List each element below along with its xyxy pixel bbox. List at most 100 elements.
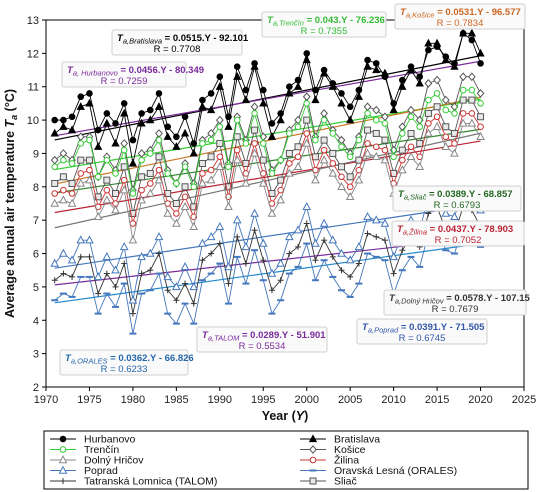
point-hurbanovo-1986 — [181, 113, 189, 121]
y-axis-title: Average annual air temperature Ta (°C) — [3, 89, 19, 318]
legend: Hurbanovo Bratislava Trenčín Košice Dolný Hr… — [43, 430, 529, 490]
point-bratislava-2008 — [372, 65, 381, 74]
point-trencin-1975 — [86, 136, 93, 144]
point-zilina-1992 — [233, 146, 241, 154]
point-poprad-2008 — [371, 215, 381, 224]
legend-item-tatranska-lomnica-talom: Tatranská Lomnica (TALOM) — [50, 476, 217, 488]
point-poprad-2009 — [380, 218, 390, 227]
point-zilina-2007 — [364, 140, 371, 147]
point-hurbanovo-2011 — [399, 76, 406, 84]
point-sliac-2013 — [416, 139, 424, 147]
point-zilina-1981 — [138, 186, 145, 194]
point-hurbanovo-2008 — [372, 60, 380, 67]
point-hurbanovo-1981 — [138, 110, 145, 117]
point-dolny-hricov-1979 — [119, 185, 129, 194]
point-tatranska-lomnica-talom-1983 — [155, 250, 162, 257]
point-tatranska-lomnica-talom-1974 — [77, 253, 84, 260]
point-tatranska-lomnica-talom-1978 — [112, 283, 119, 290]
point-zilina-1990 — [216, 153, 224, 161]
point-kosice-2014 — [424, 79, 433, 88]
point-hurbanovo-2010 — [390, 100, 397, 107]
y-tick-label: 6 — [33, 249, 39, 261]
point-sliac-1971 — [51, 179, 59, 187]
y-tick-label: 11 — [28, 82, 39, 94]
point-trencin-1999 — [294, 123, 302, 131]
point-tatranska-lomnica-talom-1988 — [199, 257, 206, 264]
r-value-text: R = 0.7259 — [101, 76, 148, 87]
point-bratislava-1975 — [85, 98, 94, 107]
point-bratislava-1983 — [154, 102, 164, 110]
point-sliac-1976 — [94, 193, 102, 201]
point-poprad-2017 — [450, 211, 459, 221]
point-dolny-hricov-2016 — [441, 141, 451, 150]
legend-label: Sliač — [334, 476, 357, 488]
point-zilina-1983 — [155, 166, 163, 174]
point-trencin-1980 — [129, 190, 137, 197]
point-hurbanovo-1988 — [199, 96, 206, 104]
x-tick-label: 2020 — [468, 394, 492, 406]
point-dolny-hricov-1984 — [163, 208, 173, 217]
point-sliac-1973 — [68, 179, 76, 187]
point-trencin-2007 — [364, 110, 371, 117]
x-tick-label: 2015 — [425, 394, 449, 406]
point-dolny-hricov-1995 — [258, 178, 268, 187]
point-hurbanovo-2002 — [320, 66, 328, 74]
point-dolny-hricov-2009 — [380, 155, 390, 164]
point-bratislava-1977 — [102, 118, 111, 127]
point-trencin-1981 — [138, 156, 145, 164]
point-bratislava-1982 — [146, 115, 155, 124]
x-tick-label: 1980 — [121, 394, 145, 406]
point-trencin-2019 — [468, 86, 476, 94]
point-dolny-hricov-2005 — [345, 191, 355, 201]
legend-item-oravska-lesna-orales: Oravská Lesná (ORALES) — [300, 465, 457, 477]
point-trencin-2016 — [442, 106, 450, 114]
point-trencin-2015 — [433, 90, 441, 97]
point-trencin-1979 — [120, 146, 128, 154]
r-value-text: R = 0.7708 — [154, 44, 201, 55]
point-zilina-2008 — [372, 143, 380, 151]
point-tatranska-lomnica-talom-1984 — [164, 287, 171, 294]
legend-marker-dolny-hricov — [58, 455, 68, 464]
point-tatranska-lomnica-talom-1971 — [51, 277, 58, 284]
point-bratislava-1973 — [67, 125, 77, 134]
point-zilina-2012 — [407, 143, 415, 151]
r-value-text: R = 0.6233 — [101, 364, 148, 375]
point-dolny-hricov-2011 — [397, 165, 407, 174]
legend-marker-zilina — [309, 456, 317, 464]
point-poprad-2007 — [363, 211, 372, 221]
point-dolny-hricov-1990 — [215, 161, 225, 170]
y-tick-label: 9 — [33, 148, 39, 160]
point-dolny-hricov-1986 — [180, 201, 190, 211]
point-trencin-1973 — [68, 160, 76, 167]
equation-box-dolny-hricov: Ta,Dolný Hričov = 0.0578.Y - 107.15R = 0… — [383, 289, 530, 316]
point-sliac-1988 — [198, 159, 206, 167]
point-dolny-hricov-1998 — [285, 168, 294, 177]
point-poprad-1973 — [67, 255, 77, 264]
point-dolny-hricov-2007 — [363, 148, 372, 157]
point-tatranska-lomnica-talom-1975 — [86, 253, 93, 260]
point-tatranska-lomnica-talom-1996 — [268, 287, 275, 294]
point-zilina-2014 — [425, 120, 432, 127]
point-hurbanovo-2015 — [433, 43, 441, 50]
legend-item-hurbanovo: Hurbanovo — [50, 434, 136, 446]
point-bratislava-1976 — [94, 142, 103, 150]
point-bratislava-2011 — [398, 82, 407, 90]
point-dolny-hricov-1985 — [172, 218, 181, 227]
point-trencin-2006 — [355, 136, 363, 144]
point-bratislava-1980 — [128, 158, 138, 167]
x-tick-label: 1975 — [77, 394, 101, 406]
point-trencin-1997 — [277, 156, 284, 164]
legend-item-dolny-hricov: Dolný Hričov — [50, 455, 144, 467]
point-zilina-1972 — [60, 186, 67, 194]
legend-marker-kosice — [309, 445, 317, 454]
point-trencin-1987 — [190, 183, 198, 191]
point-zilina-1998 — [286, 160, 293, 167]
point-dolny-hricov-2019 — [467, 118, 477, 127]
point-hurbanovo-1977 — [103, 110, 111, 117]
point-sliac-2019 — [468, 96, 476, 104]
point-poprad-1993 — [241, 242, 251, 251]
point-tatranska-lomnica-talom-1995 — [260, 257, 267, 264]
